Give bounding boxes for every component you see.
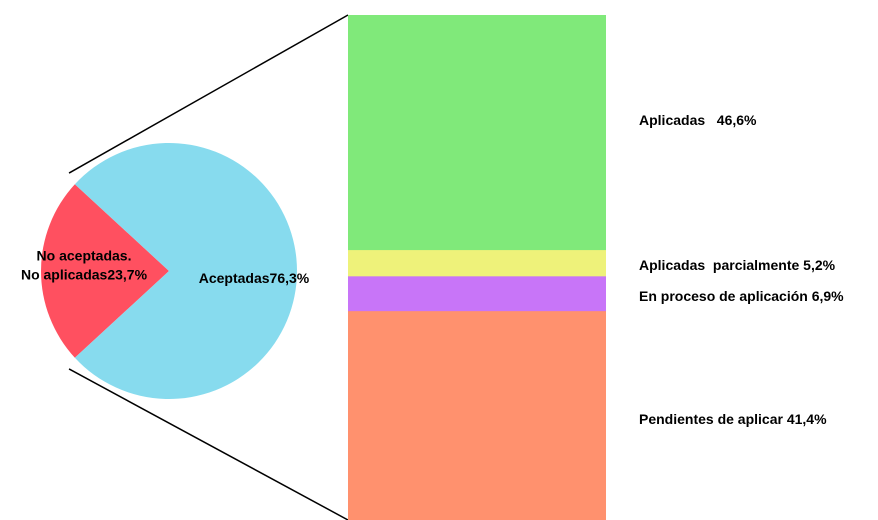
bar-labels: Aplicadas 46,6% Aplicadas parcialmente 5,… xyxy=(639,112,844,427)
stacked-bar xyxy=(348,15,606,520)
bar-segment-3 xyxy=(348,311,606,520)
connector-line-top xyxy=(68,14,349,174)
bar-segment-1 xyxy=(348,250,606,277)
pie-slice-label-1: Aceptadas76,3% xyxy=(199,270,310,286)
pie-labels: No aceptadas. No aplicadas23,7% Aceptadas7… xyxy=(21,248,310,287)
connector-lines xyxy=(68,14,349,520)
pie-slice-label-0: No aceptadas. No aplicadas23,7% xyxy=(21,248,148,283)
pie-slice-0 xyxy=(40,184,169,358)
bar-segment-label-1: Aplicadas parcialmente 5,2% xyxy=(639,257,836,273)
bar-segment-label-2: En proceso de aplicación 6,9% xyxy=(639,288,844,304)
connector-line-bottom xyxy=(68,368,349,520)
bar-segment-label-0: Aplicadas 46,6% xyxy=(639,112,757,128)
bar-segment-0 xyxy=(348,15,606,251)
pie-chart xyxy=(40,143,297,399)
bar-segment-label-3: Pendientes de aplicar 41,4% xyxy=(639,411,827,427)
bar-segment-2 xyxy=(348,276,606,312)
pie-slice-1 xyxy=(74,143,297,399)
